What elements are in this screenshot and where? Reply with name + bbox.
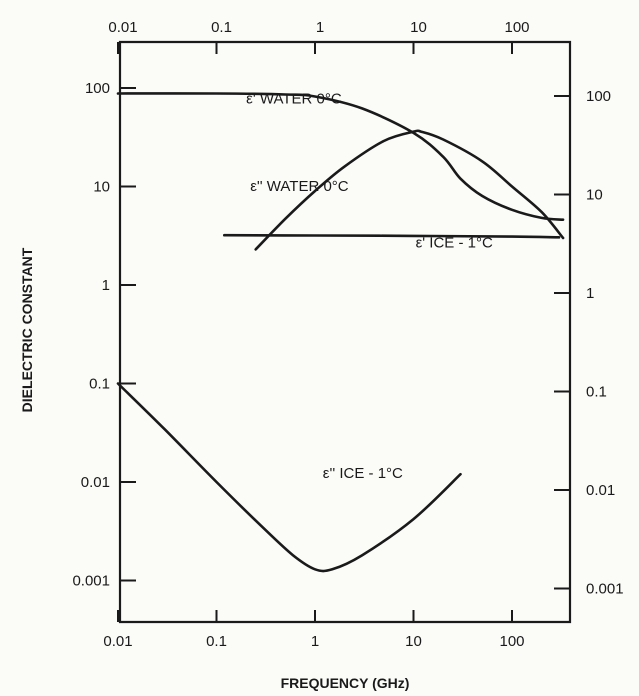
y-tick-label-right: 100 bbox=[586, 88, 611, 105]
x-tick-label-top: 100 bbox=[504, 19, 529, 36]
y-tick-label-right: 0.01 bbox=[586, 482, 615, 499]
y-tick-label-left: 0.001 bbox=[72, 573, 110, 590]
y-tick-label-left: 10 bbox=[93, 179, 110, 196]
x-tick-label-bottom: 0.01 bbox=[103, 633, 132, 650]
curve-ice-eps-real bbox=[223, 233, 561, 239]
x-tick-label-bottom: 10 bbox=[405, 633, 422, 650]
x-tick-label-top: 0.1 bbox=[211, 19, 232, 36]
y-tick-label-right: 10 bbox=[586, 187, 603, 204]
y-tick-label-right: 0.001 bbox=[586, 581, 624, 598]
label-water-eps-real: ε' WATER 0°C bbox=[246, 90, 342, 107]
x-axis-title: FREQUENCY (GHz) bbox=[281, 675, 410, 691]
plot-frame bbox=[118, 40, 572, 624]
y-tick-label-left: 1 bbox=[102, 277, 110, 294]
y-tick-label-right: 0.1 bbox=[586, 384, 607, 401]
curve-water-eps-real bbox=[116, 92, 565, 221]
x-tick-label-top: 0.01 bbox=[108, 19, 137, 36]
x-tick-label-bottom: 0.1 bbox=[206, 633, 227, 650]
y-tick-label-left: 0.01 bbox=[81, 474, 110, 491]
curve-water-eps-imag bbox=[254, 129, 565, 251]
label-water-eps-imag: ε'' WATER 0°C bbox=[250, 178, 349, 195]
x-tick-label-top: 10 bbox=[410, 19, 427, 36]
x-tick-label-top: 1 bbox=[316, 19, 324, 36]
label-ice-eps-imag: ε'' ICE - 1°C bbox=[323, 465, 403, 482]
curve-ice-eps-imag bbox=[116, 382, 462, 573]
x-tick-label-bottom: 1 bbox=[311, 633, 319, 650]
y-tick-label-left: 100 bbox=[85, 80, 110, 97]
y-axis-title: DIELECTRIC CONSTANT bbox=[19, 247, 35, 412]
label-ice-eps-real: ε' ICE - 1°C bbox=[416, 235, 493, 252]
x-tick-label-bottom: 100 bbox=[499, 633, 524, 650]
y-tick-label-left: 0.1 bbox=[89, 376, 110, 393]
y-tick-label-right: 1 bbox=[586, 285, 594, 302]
